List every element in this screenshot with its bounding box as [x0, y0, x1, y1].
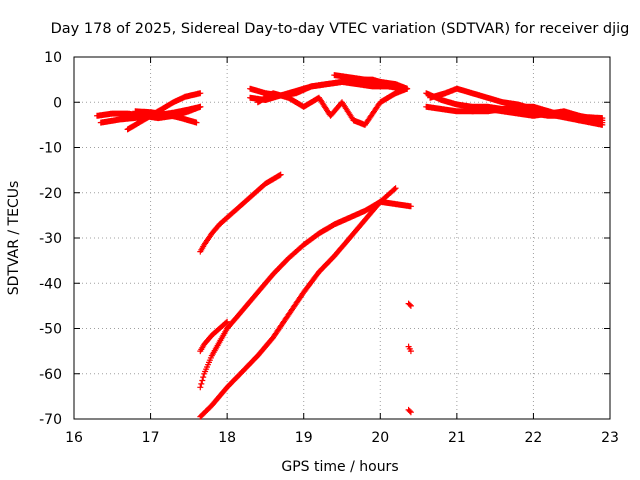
series-marks — [405, 343, 414, 355]
series-s15 — [197, 198, 414, 391]
y-tick-label: -60 — [39, 367, 62, 383]
y-tick-label: -50 — [39, 322, 62, 338]
series-marks — [197, 185, 399, 420]
series-marks — [132, 108, 200, 126]
series-marks — [405, 406, 414, 416]
x-tick-label: 18 — [218, 430, 236, 446]
series-marks — [469, 106, 606, 124]
series-marks — [197, 318, 231, 355]
x-tick-label: 19 — [295, 430, 313, 446]
y-tick-label: 0 — [53, 95, 62, 111]
y-tick-label: 10 — [44, 50, 62, 66]
series-s16 — [197, 185, 399, 420]
x-tick-label: 23 — [601, 430, 619, 446]
series-marks — [254, 85, 411, 128]
series-s13 — [197, 171, 284, 255]
y-tick-label: -70 — [39, 412, 62, 428]
chart-title: Day 178 of 2025, Sidereal Day-to-day VTE… — [51, 21, 630, 37]
y-axis-label: SDTVAR / TECUs — [6, 181, 22, 296]
axis-ticks: 16 17 18 19 20 21 22 23 10 0 -10 -20 -30 -40 -50 -60 -70 — [39, 50, 619, 446]
series-s17 — [405, 300, 414, 309]
x-tick-label: 22 — [525, 430, 543, 446]
y-tick-label: -40 — [39, 276, 62, 292]
series-marks — [197, 171, 284, 255]
x-tick-label: 17 — [142, 430, 160, 446]
x-tick-label: 21 — [448, 430, 466, 446]
series-marks — [197, 198, 414, 391]
series-s12 — [469, 106, 606, 124]
series-marks — [331, 72, 411, 92]
series-marks — [427, 85, 606, 128]
x-tick-label: 20 — [371, 430, 389, 446]
x-tick-label: 16 — [65, 430, 83, 446]
series-s14 — [197, 318, 231, 355]
series-s18 — [405, 343, 414, 355]
series-s11 — [427, 85, 606, 128]
series-s8 — [331, 72, 411, 92]
data-layer — [94, 72, 606, 420]
series-s4 — [132, 108, 200, 126]
x-axis-label: GPS time / hours — [281, 459, 398, 475]
y-tick-label: -10 — [39, 141, 62, 157]
y-tick-label: -20 — [39, 186, 62, 202]
y-tick-label: -30 — [39, 231, 62, 247]
series-s19 — [405, 406, 414, 416]
series-s7 — [254, 85, 411, 128]
series-marks — [405, 300, 414, 309]
